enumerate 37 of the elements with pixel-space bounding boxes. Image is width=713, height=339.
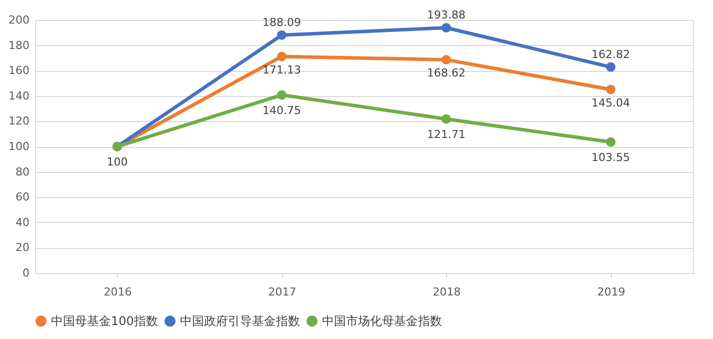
data-label: 171.13 (262, 64, 301, 77)
point (606, 137, 616, 147)
point (442, 54, 451, 64)
x-tick-label: 2019 (597, 286, 626, 298)
data-label: 103.55 (592, 151, 630, 164)
legend-label: 中国母基金100指数 (51, 314, 158, 328)
point (606, 84, 616, 94)
y-tick-label: 100 (8, 140, 30, 153)
data-label: 188.09 (262, 16, 301, 30)
point (277, 30, 286, 40)
y-tick-label: 180 (8, 38, 30, 52)
data-label: 168.62 (427, 66, 466, 80)
point (442, 23, 451, 32)
y-tick-label: 80 (16, 165, 30, 178)
y-tick-label: 160 (8, 64, 30, 78)
x-tick-label: 2017 (268, 286, 296, 298)
data-label: 140.75 (262, 104, 301, 117)
x-tick-label: 2018 (432, 286, 461, 298)
y-tick-label: 200 (8, 14, 30, 26)
legend-label: 中国政府引导基金指数 (180, 314, 300, 328)
data-label: 162.82 (592, 48, 630, 62)
y-tick-label: 60 (16, 190, 30, 204)
y-tick-label: 120 (8, 114, 30, 128)
y-tick-label: 40 (16, 216, 30, 229)
x-tick-label: 2016 (104, 286, 132, 298)
point (442, 114, 451, 124)
data-label: 121.71 (427, 128, 466, 142)
y-tick-label: 0 (22, 266, 30, 280)
legend-label: 中国市场化母基金指数 (322, 314, 442, 328)
point (277, 90, 286, 100)
y-tick-label: 20 (16, 241, 30, 254)
data-label: 100 (106, 156, 128, 168)
point (277, 52, 286, 62)
data-label: 193.88 (427, 8, 466, 22)
y-tick-label: 140 (8, 89, 30, 102)
point (606, 62, 616, 72)
data-label: 145.04 (592, 96, 630, 110)
